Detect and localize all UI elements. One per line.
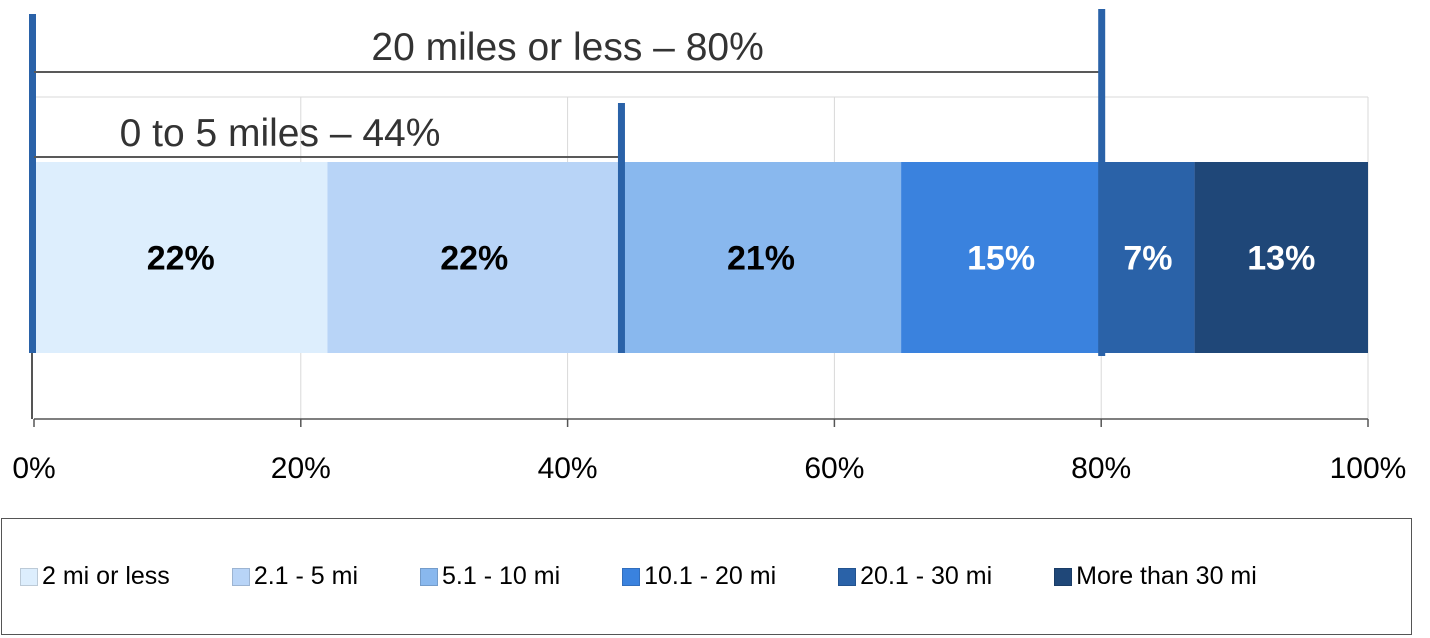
annotations: 20 miles or less – 80% 0 to 5 miles – 44%: [29, 9, 1106, 356]
legend-label-4: 10.1 - 20 mi: [644, 562, 777, 590]
legend-label-5: 20.1 - 30 mi: [860, 562, 993, 590]
legend-item-1: 2 mi or less: [20, 562, 170, 591]
legend-item-5: 20.1 - 30 mi: [838, 562, 992, 591]
data-label-3: 21%: [727, 240, 795, 278]
x-axis: 0% 20% 40% 60% 80% 100%: [12, 97, 1406, 485]
data-label-6: 13%: [1247, 240, 1315, 278]
data-labels: 22% 22% 21% 15% 7% 13%: [147, 240, 1316, 278]
legend-item-4: 10.1 - 20 mi: [622, 562, 776, 591]
legend-label-3: 5.1 - 10 mi: [442, 562, 561, 590]
legend-swatch-2: [231, 567, 250, 586]
bar-segments: [34, 162, 1368, 353]
legend-label-1: 2 mi or less: [42, 562, 170, 590]
bar-segment-3: [620, 162, 902, 353]
legend-item-3: 5.1 - 10 mi: [420, 562, 560, 591]
legend-item-2: 2.1 - 5 mi: [231, 562, 359, 591]
legend-swatch-6: [1054, 567, 1073, 586]
legend-item-6: More than 30 mi: [1054, 562, 1257, 591]
bar-segment-4: [901, 162, 1102, 353]
legend: 2 mi or less 2.1 - 5 mi 5.1 - 10 mi 10.1 - …: [1, 518, 1412, 635]
x-tick-label-3: 60%: [804, 452, 864, 485]
legend-swatch-1: [20, 567, 38, 586]
marker-start: [29, 14, 36, 353]
legend-swatch-4: [622, 567, 641, 586]
annotation-label-1: 20 miles or less – 80%: [371, 26, 763, 69]
bar-segment-5: [1101, 162, 1195, 353]
legend-label-2: 2.1 - 5 mi: [253, 562, 359, 590]
marker-end-2: [617, 103, 625, 353]
x-tick-label-2: 40%: [538, 452, 598, 485]
legend-label-6: More than 30 mi: [1076, 562, 1257, 590]
data-label-1: 22%: [147, 240, 215, 278]
data-label-2: 22%: [440, 240, 508, 278]
stacked-bar-chart: 22% 22% 21% 15% 7% 13% 0% 20% 40% 60% 80% 100% 20 …: [12, 9, 1406, 485]
legend-swatch-5: [838, 567, 857, 586]
data-label-5: 7%: [1123, 240, 1172, 278]
x-tick-label-1: 20%: [271, 452, 331, 485]
bar-segment-6: [1194, 162, 1368, 353]
legend-swatch-3: [420, 567, 439, 586]
x-tick-label-4: 80%: [1071, 452, 1131, 485]
annotation-label-2: 0 to 5 miles – 44%: [120, 112, 441, 155]
bar-segment-1: [34, 162, 328, 353]
bar-segment-2: [327, 162, 621, 353]
marker-end-1: [1098, 9, 1106, 356]
data-label-4: 15%: [967, 240, 1035, 278]
x-tick-label-0: 0%: [12, 452, 55, 485]
x-tick-label-5: 100%: [1330, 452, 1407, 485]
